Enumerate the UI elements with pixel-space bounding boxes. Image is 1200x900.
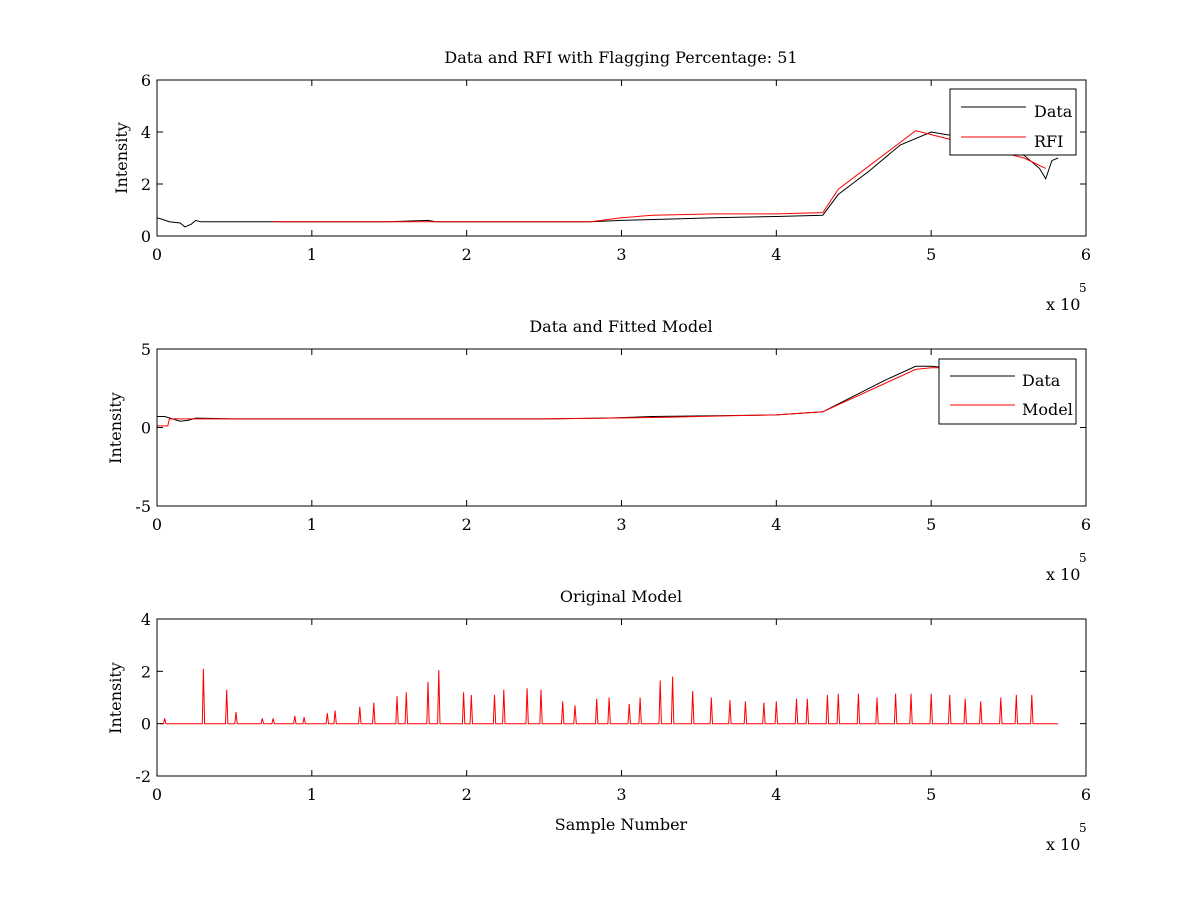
legend-label-rfi: RFI bbox=[1034, 132, 1063, 151]
x-tick-label: 0 bbox=[152, 515, 162, 534]
y-axis-label: Intensity bbox=[112, 122, 131, 194]
chart-title: Data and RFI with Flagging Percentage: 5… bbox=[444, 48, 797, 67]
x-exponent: 5 bbox=[1079, 281, 1087, 295]
x-tick-label: 1 bbox=[307, 245, 317, 264]
y-tick-label: 4 bbox=[141, 123, 151, 142]
x-tick-label: 4 bbox=[771, 785, 781, 804]
series-line-data bbox=[157, 365, 947, 422]
plot-frame bbox=[156, 618, 1087, 777]
legend: Data Model bbox=[938, 358, 1077, 425]
x-exponent: 5 bbox=[1079, 551, 1087, 565]
plot-frame bbox=[156, 79, 1087, 237]
x-multiplier: x 10 bbox=[1046, 565, 1080, 584]
legend: Data RFI bbox=[949, 88, 1077, 156]
chart-title: Original Model bbox=[560, 587, 682, 606]
y-tick-label: 2 bbox=[141, 662, 151, 681]
x-tick-label: 4 bbox=[771, 515, 781, 534]
x-tick-label: 3 bbox=[616, 245, 626, 264]
x-tick-label: 0 bbox=[152, 785, 162, 804]
x-multiplier: x 10 bbox=[1046, 295, 1080, 314]
legend-box bbox=[938, 358, 1077, 425]
y-axis-label: Intensity bbox=[106, 392, 125, 464]
ticks-layer: 0 1 2 3 4 5 6-505 bbox=[135, 340, 1091, 534]
legend-label-data: Data bbox=[1034, 102, 1073, 121]
chart-title: Data and Fitted Model bbox=[529, 317, 712, 336]
x-tick-label: 4 bbox=[771, 245, 781, 264]
x-tick-label: 6 bbox=[1081, 785, 1091, 804]
y-tick-label: 5 bbox=[141, 340, 151, 359]
x-tick-label: 5 bbox=[926, 785, 936, 804]
ticks-layer: 0 1 2 3 4 5 6 0 2 4 6 bbox=[141, 71, 1091, 264]
y-tick-label: -5 bbox=[135, 497, 151, 516]
x-tick-label: 2 bbox=[462, 785, 472, 804]
y-tick-label: 0 bbox=[141, 715, 151, 734]
legend-box bbox=[949, 88, 1077, 156]
series-layer bbox=[157, 365, 947, 427]
series-layer bbox=[156, 130, 1059, 228]
x-multiplier: x 10 bbox=[1046, 835, 1080, 854]
x-tick-label: 3 bbox=[616, 785, 626, 804]
series-line-model bbox=[157, 367, 947, 427]
x-tick-label: 2 bbox=[462, 245, 472, 264]
x-tick-label: 5 bbox=[926, 515, 936, 534]
x-tick-label: 1 bbox=[307, 785, 317, 804]
x-axis-label: Sample Number bbox=[555, 815, 688, 834]
legend-label-model: Model bbox=[1022, 400, 1073, 419]
x-tick-label: 6 bbox=[1081, 245, 1091, 264]
y-tick-label: 2 bbox=[141, 175, 151, 194]
y-tick-label: 0 bbox=[141, 419, 151, 438]
series-line-data bbox=[156, 131, 1059, 228]
x-tick-label: 3 bbox=[616, 515, 626, 534]
y-tick-label: 4 bbox=[141, 610, 151, 629]
series-layer bbox=[160, 668, 1059, 725]
x-tick-label: 2 bbox=[462, 515, 472, 534]
x-exponent: 5 bbox=[1079, 821, 1087, 835]
x-tick-label: 1 bbox=[307, 515, 317, 534]
x-tick-label: 0 bbox=[152, 245, 162, 264]
y-axis-label: Intensity bbox=[106, 662, 125, 734]
subplot-data-rfi: Data and RFI with Flagging Percentage: 5… bbox=[112, 48, 1091, 314]
x-tick-label: 6 bbox=[1081, 515, 1091, 534]
y-tick-label: 0 bbox=[141, 227, 151, 246]
series-line-series-0 bbox=[160, 668, 1059, 725]
legend-label-data: Data bbox=[1022, 371, 1061, 390]
x-tick-label: 5 bbox=[926, 245, 936, 264]
y-tick-label: 6 bbox=[141, 71, 151, 90]
y-tick-label: -2 bbox=[135, 767, 151, 786]
series-line-rfi bbox=[273, 130, 1046, 223]
subplot-data-model: Data and Fitted Model 0 1 2 3 4 5 6-505 Intens… bbox=[106, 317, 1091, 584]
